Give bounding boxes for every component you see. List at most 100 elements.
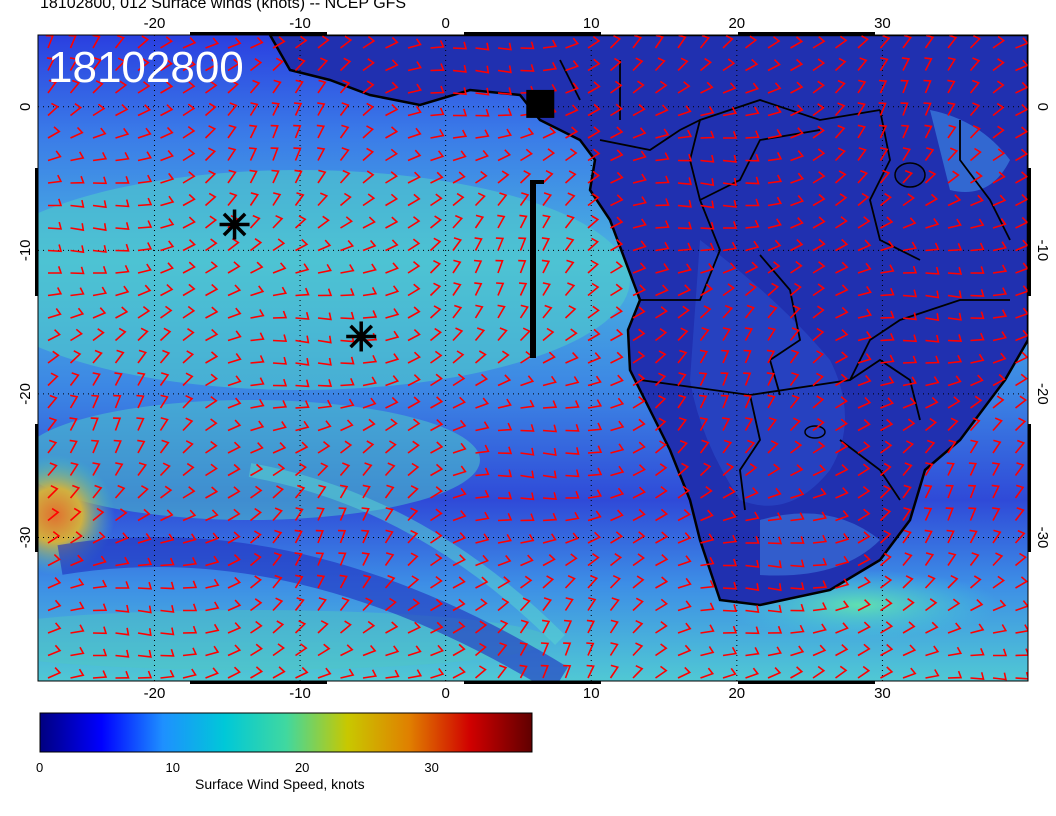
- wind-barb: [227, 169, 237, 184]
- wind-barb: [384, 462, 396, 477]
- wind-barb: [160, 240, 175, 252]
- wind-barb: [205, 283, 219, 297]
- wind-barb: [542, 304, 553, 319]
- wind-barb: [227, 644, 242, 657]
- wind-barb: [812, 418, 825, 432]
- wind-barb: [565, 490, 580, 499]
- wind-barb: [430, 150, 445, 162]
- wind-barb: [970, 242, 985, 252]
- wind-barb: [452, 304, 463, 319]
- wind-barb: [722, 106, 738, 117]
- wind-barb: [474, 282, 483, 296]
- wind-barb: [902, 289, 918, 298]
- wind-barb: [205, 58, 219, 72]
- wind-barb: [565, 511, 580, 522]
- wind-barb: [970, 599, 984, 612]
- wind-barb: [250, 36, 264, 49]
- wind-barb: [407, 193, 421, 207]
- wind-barb: [1038, 441, 1048, 453]
- wind-barb: [227, 599, 242, 612]
- wind-barb: [47, 329, 61, 342]
- wind-barb: [47, 644, 62, 657]
- wind-barb: [115, 508, 128, 522]
- wind-barb: [542, 148, 556, 162]
- wind-barb: [385, 669, 400, 679]
- wind-barb: [47, 350, 60, 364]
- wind-barb: [542, 169, 554, 184]
- wind-barb: [947, 417, 959, 432]
- wind-barb: [587, 510, 602, 522]
- wind-barb: [339, 79, 351, 94]
- wind-barb: [47, 287, 63, 297]
- wind-barb: [69, 394, 79, 409]
- wind-barb: [767, 196, 783, 207]
- lat-tick-label: -30: [1034, 527, 1051, 549]
- wind-barb: [70, 126, 84, 139]
- wind-barb: [835, 261, 849, 274]
- wind-barb: [857, 147, 867, 161]
- wind-barb: [835, 306, 849, 319]
- wind-barb: [790, 217, 804, 229]
- wind-barb: [250, 238, 263, 252]
- wind-barb: [340, 377, 355, 387]
- wind-barb: [497, 65, 512, 74]
- wind-barb: [92, 531, 106, 544]
- wind-barb: [317, 440, 331, 454]
- wind-barb: [992, 287, 1008, 297]
- wind-barb: [609, 574, 621, 589]
- wind-barb: [205, 80, 218, 94]
- wind-barb: [407, 351, 421, 364]
- wind-barb: [901, 124, 910, 139]
- wind-barb: [91, 394, 100, 409]
- wind-barb: [790, 58, 804, 72]
- wind-barb: [1015, 126, 1028, 139]
- wind-barb: [565, 352, 579, 364]
- wind-barb: [677, 105, 692, 117]
- wind-barb: [767, 646, 782, 657]
- wind-barb: [925, 313, 940, 322]
- wind-barb: [362, 574, 372, 589]
- wind-barb: [430, 530, 443, 544]
- wind-barb: [857, 419, 871, 432]
- wind-barb: [227, 284, 242, 297]
- wind-barb: [879, 57, 889, 71]
- wind-barb: [924, 57, 933, 71]
- wind-barb: [699, 327, 710, 341]
- wind-barb: [407, 306, 421, 319]
- wind-barb: [294, 620, 307, 634]
- wind-barb: [295, 335, 310, 344]
- wind-barb: [722, 262, 737, 274]
- wind-barb: [902, 376, 917, 387]
- wind-barb: [137, 305, 151, 319]
- wind-barb: [497, 512, 513, 522]
- wind-barb: [115, 649, 130, 658]
- wind-barb: [902, 35, 913, 49]
- wind-barb: [474, 642, 487, 657]
- wind-barb: [947, 290, 962, 299]
- wind-barb: [385, 418, 398, 432]
- wind-barb: [339, 192, 352, 207]
- wind-barb: [587, 328, 601, 342]
- wind-barb: [970, 194, 984, 207]
- wind-barb: [632, 373, 646, 387]
- wind-barb: [452, 465, 467, 477]
- wind-barb: [429, 215, 442, 229]
- wind-barb: [587, 81, 601, 94]
- wind-barb: [430, 40, 445, 49]
- wind-barb: [970, 672, 985, 680]
- wind-barb: [362, 462, 373, 477]
- wind-barb: [47, 622, 62, 634]
- wind-barb: [338, 507, 347, 521]
- wind-barb: [563, 664, 572, 679]
- wind-barb: [114, 372, 123, 386]
- wind-barb: [384, 529, 394, 544]
- wind-barb: [835, 193, 848, 207]
- wind-barb: [407, 529, 419, 544]
- wind-barb: [205, 578, 220, 589]
- wind-barb: [655, 576, 669, 589]
- wind-barb: [249, 192, 259, 206]
- wind-barb: [700, 178, 715, 187]
- wind-barb: [47, 484, 59, 499]
- wind-barb: [565, 126, 579, 139]
- wind-barb: [766, 372, 775, 386]
